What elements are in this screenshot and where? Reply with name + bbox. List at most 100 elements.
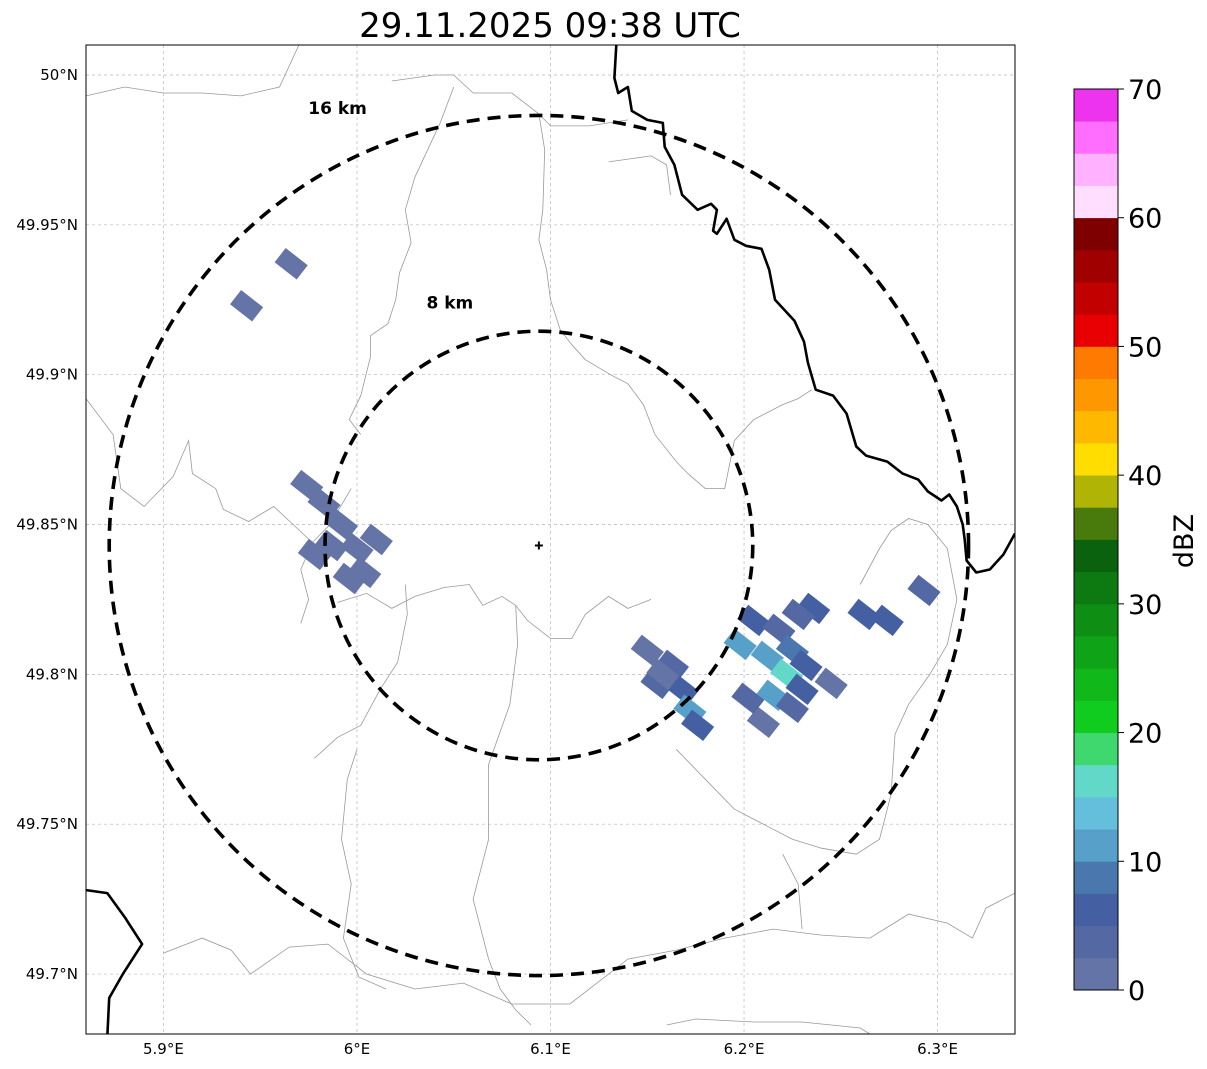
echo-cell [797,592,831,625]
echo-cell [359,523,393,556]
colorbar-swatch [1074,185,1118,219]
y-tick-label: 50°N [40,66,78,84]
colorbar-tick-label: 50 [1128,332,1162,363]
colorbar-frame [1073,88,1119,991]
country-borders [86,45,1015,1034]
admin-boundary-line [337,584,652,639]
admin-boundary-line [782,854,803,930]
map-panel: 8 km 16 km 5.9°E 6°E 6.1°E 6.2°E 6.3°E 50°N 49… [16,44,1016,1058]
colorbar-swatch [1074,796,1118,830]
colorbar-swatch [1074,603,1118,637]
echo-cell [230,290,264,322]
radar-site-marker [534,541,543,550]
colorbar-swatch [1074,121,1118,154]
x-tick-label: 6°E [344,1040,371,1058]
echo-cell [750,640,784,673]
echo-cell [681,709,715,742]
colorbar-swatch [1074,893,1118,927]
colorbar-swatch [1074,925,1118,959]
echo-cell [630,634,664,667]
reflectivity-echoes [230,248,941,742]
colorbar-tick-label: 40 [1128,461,1162,492]
colorbar-tick-label: 60 [1128,204,1162,235]
colorbar-swatch [1074,153,1118,186]
echo-cell [297,538,331,571]
y-tick-labels: 50°N 49.95°N 49.9°N 49.85°N 49.8°N 49.75°N 49.… [16,66,78,983]
colorbar-swatch [1074,89,1118,122]
colorbar-tick-label: 70 [1128,75,1162,106]
admin-boundary-line [608,155,671,195]
colorbar-tick-label: 20 [1128,719,1162,750]
colorbar-swatch [1074,861,1118,894]
admin-boundary-line [676,518,958,855]
colorbar-label: dBZ [1169,514,1200,568]
country-border-line [86,888,144,1034]
x-tick-label: 6.2°E [724,1040,765,1058]
admin-boundary-line [538,113,813,489]
echo-cell [785,673,819,706]
echo-cell [324,508,359,541]
echo-cell [274,248,308,280]
colorbar-swatch [1074,636,1118,669]
x-tick-labels: 5.9°E 6°E 6.1°E 6.2°E 6.3°E [143,1040,958,1058]
colorbar-swatch [1074,539,1118,573]
admin-boundaries [86,45,1015,1034]
y-tick-label: 49.95°N [16,216,78,234]
colorbar-tick-label: 10 [1128,847,1162,878]
echo-cell [907,574,941,607]
echo-cell [775,691,809,724]
colorbar-swatch [1074,475,1118,508]
colorbar-swatch [1074,700,1118,733]
echo-cell [847,598,881,631]
colorbar: 0 10 20 30 40 50 60 70 [1073,75,1162,1007]
admin-boundary-line [348,86,455,435]
echo-cell [640,667,674,700]
colorbar-tick-label: 0 [1128,976,1145,1007]
colorbar-swatch [1074,378,1118,412]
range-ring-label: 8 km [426,294,473,314]
admin-boundary-line [666,1018,871,1034]
colorbar-swatch [1074,282,1118,315]
colorbar-swatch [1074,346,1118,380]
colorbar-swatch [1074,764,1118,798]
echo-cell [870,604,904,637]
range-ring [323,329,755,762]
admin-boundary-line [163,892,1015,1005]
echo-cell [789,649,823,682]
country-border-line [613,45,1015,574]
x-tick-label: 6.3°E [917,1040,958,1058]
range-ring [107,113,971,978]
colorbar-swatch [1074,442,1118,476]
echo-cell [348,556,382,589]
range-rings: 8 km 16 km [107,99,971,978]
echo-cell [340,532,374,565]
colorbar-swatch [1074,571,1118,605]
echo-cell [332,562,366,595]
map-frame [85,44,1016,1035]
colorbar-tick-label: 30 [1128,590,1162,621]
echo-cell [731,682,765,715]
colorbar-swatch [1074,668,1118,701]
colorbar-swatch [1074,732,1118,766]
colorbar-swatch [1074,410,1118,444]
echo-cell [737,604,771,637]
y-tick-label: 49.85°N [16,516,78,534]
admin-boundary-line [86,398,352,544]
x-tick-label: 6.1°E [530,1040,571,1058]
x-tick-label: 5.9°E [143,1040,184,1058]
echo-cell [307,487,341,520]
y-tick-label: 49.7°N [26,965,78,983]
echo-cell [746,706,780,739]
admin-boundary-line [86,45,300,97]
echo-cell [814,667,848,700]
admin-boundary-line [341,749,387,990]
echo-cell [781,598,815,631]
y-tick-label: 49.8°N [26,665,78,683]
range-ring-label: 16 km [308,99,367,119]
colorbar-swatch [1074,829,1118,862]
admin-boundary-line [472,605,532,1026]
admin-boundary-line [391,74,628,127]
colorbar-swatch [1074,957,1118,991]
colorbar-swatch [1074,507,1118,540]
